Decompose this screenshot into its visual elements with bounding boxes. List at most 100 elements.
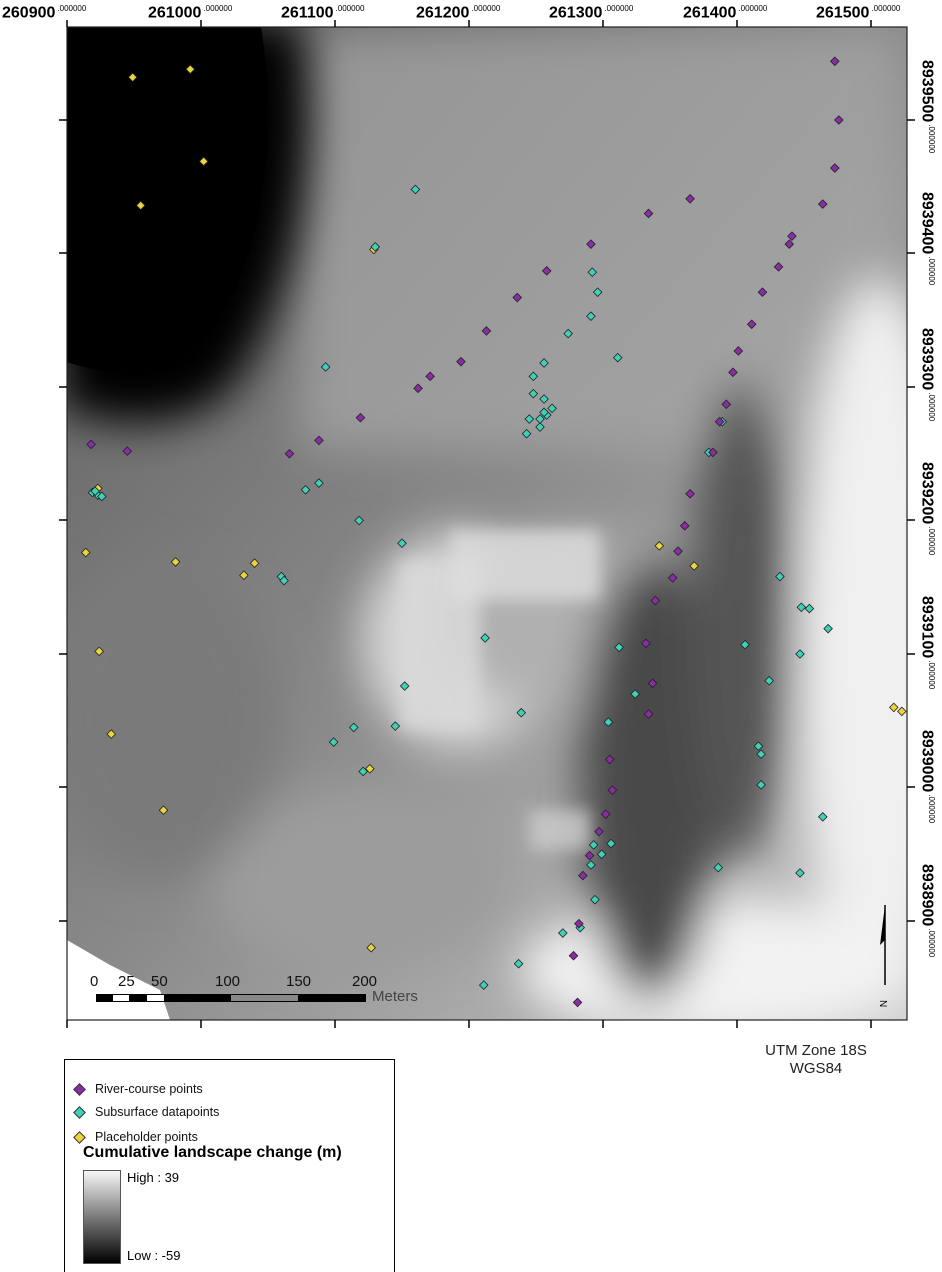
river-course-point [667,573,678,583]
river-course-point [834,115,844,125]
subsurface-point [606,838,616,849]
subsurface-point [586,860,596,870]
subsurface-point [630,689,640,699]
legend-item-river: River-course points [73,1082,203,1096]
placeholder-point [80,547,91,558]
river-course-point [86,439,96,450]
subsurface-point [535,422,545,432]
subsurface-point [480,633,490,643]
subsurface-point [713,862,724,873]
scale-bar: 0 25 50 100 150 200 Meters [90,973,418,1005]
river-course-point [584,850,595,861]
subsurface-point [796,602,807,613]
placeholder-point [249,558,260,569]
points-layer [80,56,907,1008]
purple-diamond-icon [73,1083,86,1096]
subsurface-point [795,868,805,878]
placeholder-point [897,706,907,717]
subsurface-point [97,491,107,502]
subsurface-point [390,721,401,731]
river-course-point [600,809,611,820]
placeholder-point [689,561,699,571]
x-label: 261400.000000 [683,4,768,22]
river-course-point [728,367,738,378]
river-course-point [481,326,492,336]
river-course-point [673,546,683,557]
subsurface-point [563,328,573,339]
river-course-point [586,239,596,249]
placeholder-point [158,805,169,816]
river-course-point [733,346,744,356]
subsurface-point [775,571,785,582]
subsurface-point [753,741,764,751]
subsurface-point [756,780,766,790]
subsurface-point [612,352,623,363]
river-course-point [413,383,423,394]
y-ticks [59,119,915,922]
placeholder-point [170,557,181,567]
river-course-point [641,638,651,649]
subsurface-point [314,478,324,488]
north-arrow: N [877,905,888,1007]
subsurface-point [279,575,289,586]
river-course-point [604,754,615,765]
x-label: 261000.000000 [148,4,233,22]
ramp-low-label: Low : -59 [127,1248,181,1263]
subsurface-point [528,388,539,399]
ramp-high-label: High : 39 [127,1170,180,1185]
subsurface-point [90,486,100,496]
placeholder-point [135,200,146,211]
subsurface-point [740,639,750,650]
subsurface-point [539,394,549,404]
legend-label: Placeholder points [95,1130,198,1144]
legend-label: River-course points [95,1082,203,1096]
subsurface-point [397,538,407,549]
subsurface-point [795,649,805,659]
river-course-point [425,371,435,382]
subsurface-point [521,428,532,439]
river-course-point [568,950,579,961]
river-course-point [574,918,584,929]
x-label: 261100.000000 [281,4,365,22]
river-course-point [685,193,695,204]
placeholder-point [94,646,104,657]
river-course-point [773,262,784,272]
x-ticks [66,20,872,1028]
river-course-point [830,56,840,67]
x-label: 260900.000000 [2,4,87,22]
subsurface-point [587,267,598,277]
legend-item-placeholder: Placeholder points [73,1130,198,1144]
subsurface-point [328,737,339,747]
river-course-point [817,199,828,209]
subsurface-point [590,894,600,905]
x-label: 261200.000000 [416,4,501,22]
subsurface-point [535,414,545,424]
color-ramp [83,1170,121,1264]
subsurface-point [524,414,535,424]
legend-item-subsurface: Subsurface datapoints [73,1105,219,1119]
river-course-point [647,678,658,689]
subsurface-point [586,311,596,322]
subsurface-point [764,675,774,686]
subsurface-point [516,707,527,718]
subsurface-point [817,812,828,822]
subsurface-point [603,717,614,727]
placeholder-point [365,764,375,774]
river-course-point [746,319,757,330]
river-course-point [679,521,690,531]
river-course-point [512,292,523,303]
scale-tick: 25 [118,973,135,990]
river-course-point [708,447,718,458]
river-course-point [787,231,797,241]
subsurface-point [592,287,603,298]
scale-tick: 0 [90,973,98,990]
river-course-point [721,399,732,410]
subsurface-point [348,722,359,733]
subsurface-point [300,484,311,495]
scale-tick: 200 [352,973,377,990]
river-course-point [572,997,583,1008]
river-course-point [643,208,654,219]
river-course-point [607,785,618,795]
projection-datum: WGS84 [789,1060,843,1077]
placeholder-point [654,541,665,551]
